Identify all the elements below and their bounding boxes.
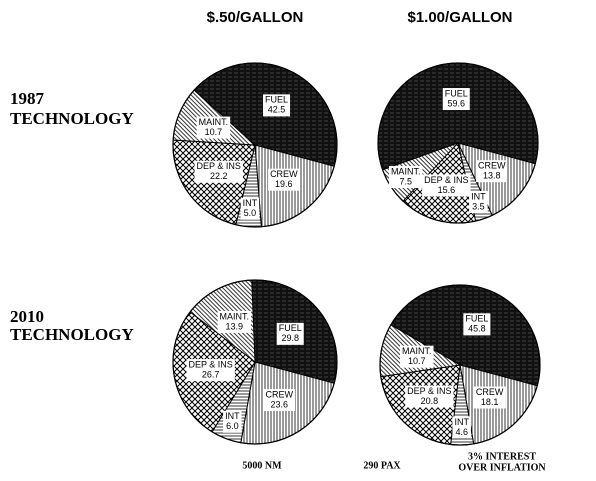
label-box — [240, 197, 260, 220]
value-label: 19.6 — [275, 179, 293, 189]
row-label: 2010 — [10, 307, 44, 326]
slice-label: MAINT. — [199, 117, 229, 127]
row-label: 1987 — [10, 89, 45, 108]
pie-outline — [172, 62, 338, 228]
slice-label: CREW — [478, 161, 506, 171]
label-box — [452, 416, 471, 439]
label-box — [196, 116, 231, 139]
footer-note: 5000 NM — [242, 460, 282, 471]
label-box — [388, 166, 423, 189]
value-label: 45.8 — [468, 324, 486, 334]
slice-label: MAINT. — [220, 311, 250, 321]
value-label: 10.7 — [205, 127, 223, 137]
value-label: 3.5 — [472, 201, 485, 211]
value-label: 15.6 — [438, 185, 456, 195]
slice-label: DEP & INS — [407, 386, 451, 396]
slice-label: CREW — [265, 389, 293, 399]
label-box — [223, 410, 242, 433]
value-label: 29.8 — [281, 333, 299, 343]
label-box — [476, 160, 508, 183]
value-label: 4.6 — [455, 427, 468, 437]
label-box — [463, 313, 491, 336]
value-label: 26.7 — [202, 370, 220, 380]
label-box — [186, 359, 235, 382]
label-box — [276, 322, 304, 345]
slice-label: DEP & INS — [188, 360, 232, 370]
slice-label: FUEL — [445, 88, 468, 98]
slice-label: INT — [454, 417, 469, 427]
label-box — [217, 310, 252, 333]
slice-label: FUEL — [265, 95, 288, 105]
label-box — [473, 386, 506, 409]
slice-label: MAINT. — [402, 346, 432, 356]
slice-label: INT — [225, 411, 240, 421]
slice-label: CREW — [270, 169, 298, 179]
slice-label: DEP & INS — [424, 175, 468, 185]
label-box — [268, 168, 300, 191]
slice-label: INT — [471, 191, 486, 201]
row-label: TECHNOLOGY — [10, 325, 134, 344]
value-label: 7.5 — [399, 176, 412, 186]
value-label: 18.1 — [481, 397, 499, 407]
slice-label: DEP & INS — [197, 161, 241, 171]
column-title: $.50/GALLON — [207, 9, 304, 26]
pie-outline — [377, 62, 539, 224]
value-label: 42.5 — [268, 105, 286, 115]
value-label: 13.8 — [483, 171, 501, 181]
footer-note: 3% INTEREST — [468, 451, 536, 462]
value-label: 59.6 — [447, 98, 465, 108]
pie-outline — [172, 279, 338, 445]
value-label: 20.8 — [421, 396, 439, 406]
label-box — [263, 94, 291, 117]
label-box — [469, 190, 488, 213]
value-label: 10.7 — [408, 356, 426, 366]
slice-label: CREW — [476, 387, 504, 397]
value-label: 23.6 — [270, 399, 288, 409]
label-box — [422, 174, 471, 197]
value-label: 22.2 — [210, 171, 228, 181]
label-box — [263, 389, 295, 412]
label-box — [442, 88, 470, 111]
slice-label: FUEL — [279, 323, 302, 333]
row-label: TECHNOLOGY — [10, 109, 134, 128]
column-title: $1.00/GALLON — [407, 9, 512, 26]
value-label: 5.0 — [244, 208, 257, 218]
pie-outline — [379, 284, 541, 446]
value-label: 6.0 — [226, 421, 239, 431]
label-box — [400, 345, 434, 368]
slice-label: INT — [243, 198, 258, 208]
slice-label: MAINT. — [391, 166, 421, 176]
footer-note: OVER INFLATION — [458, 462, 546, 473]
footer-note: 290 PAX — [363, 460, 401, 471]
value-label: 13.9 — [226, 321, 244, 331]
label-box — [405, 385, 454, 408]
label-box — [194, 160, 243, 183]
slice-label: FUEL — [465, 314, 488, 324]
